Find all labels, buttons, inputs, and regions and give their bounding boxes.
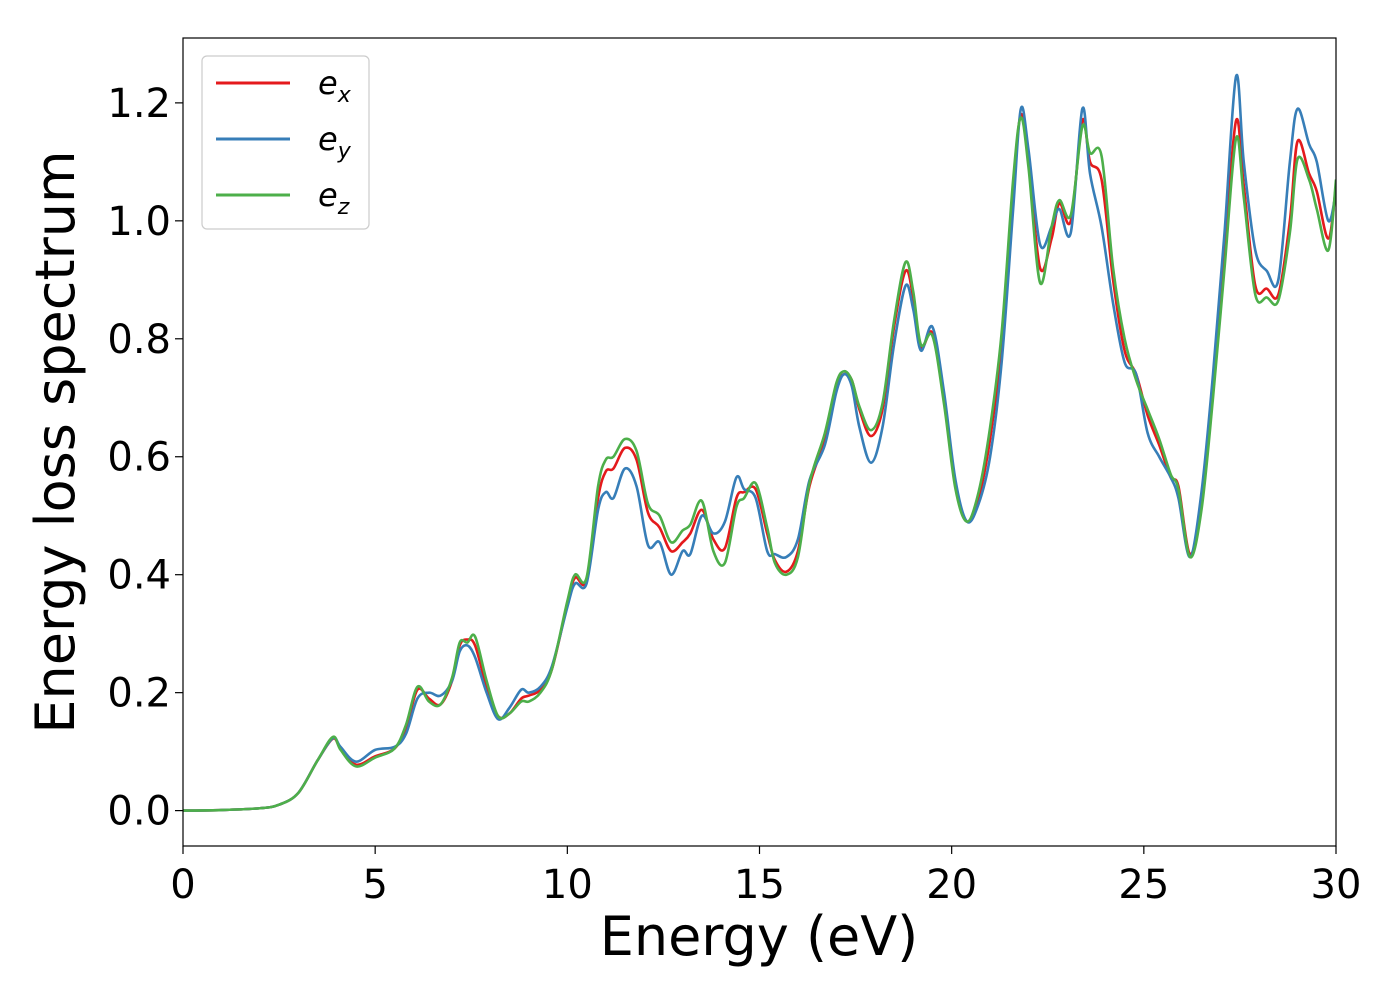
series-line-ey xyxy=(183,73,1336,812)
legend-label-ey: ey xyxy=(318,120,352,164)
x-tick-label: 10 xyxy=(542,862,593,908)
series-lines xyxy=(183,73,1336,812)
y-tick-label: 1.0 xyxy=(107,199,171,245)
legend-box xyxy=(201,55,370,230)
series-line-ez xyxy=(183,116,1336,812)
x-axis: 0 5 10 15 20 25 30 xyxy=(170,846,1361,908)
x-tick-label: 30 xyxy=(1311,862,1362,908)
y-tick-label: 0.8 xyxy=(107,317,171,363)
y-tick-label: 0.2 xyxy=(107,671,171,717)
y-tick-label: 0.6 xyxy=(107,435,171,481)
x-tick-label: 5 xyxy=(362,862,387,908)
y-axis-label: Energy loss spectrum xyxy=(24,150,87,733)
legend: ex ey ez xyxy=(201,55,370,230)
x-tick-label: 20 xyxy=(926,862,977,908)
x-tick-label: 15 xyxy=(734,862,785,908)
x-tick-label: 0 xyxy=(170,862,195,908)
y-tick-label: 0.4 xyxy=(107,553,171,599)
legend-label-ez: ez xyxy=(318,176,350,220)
y-tick-label: 0.0 xyxy=(107,789,171,835)
legend-label-ex: ex xyxy=(318,64,352,108)
x-axis-label: Energy (eV) xyxy=(600,905,919,968)
y-tick-label: 1.2 xyxy=(107,81,171,127)
x-tick-label: 25 xyxy=(1118,862,1169,908)
y-axis: 0.0 0.2 0.4 0.6 0.8 1.0 1.2 xyxy=(107,81,183,835)
